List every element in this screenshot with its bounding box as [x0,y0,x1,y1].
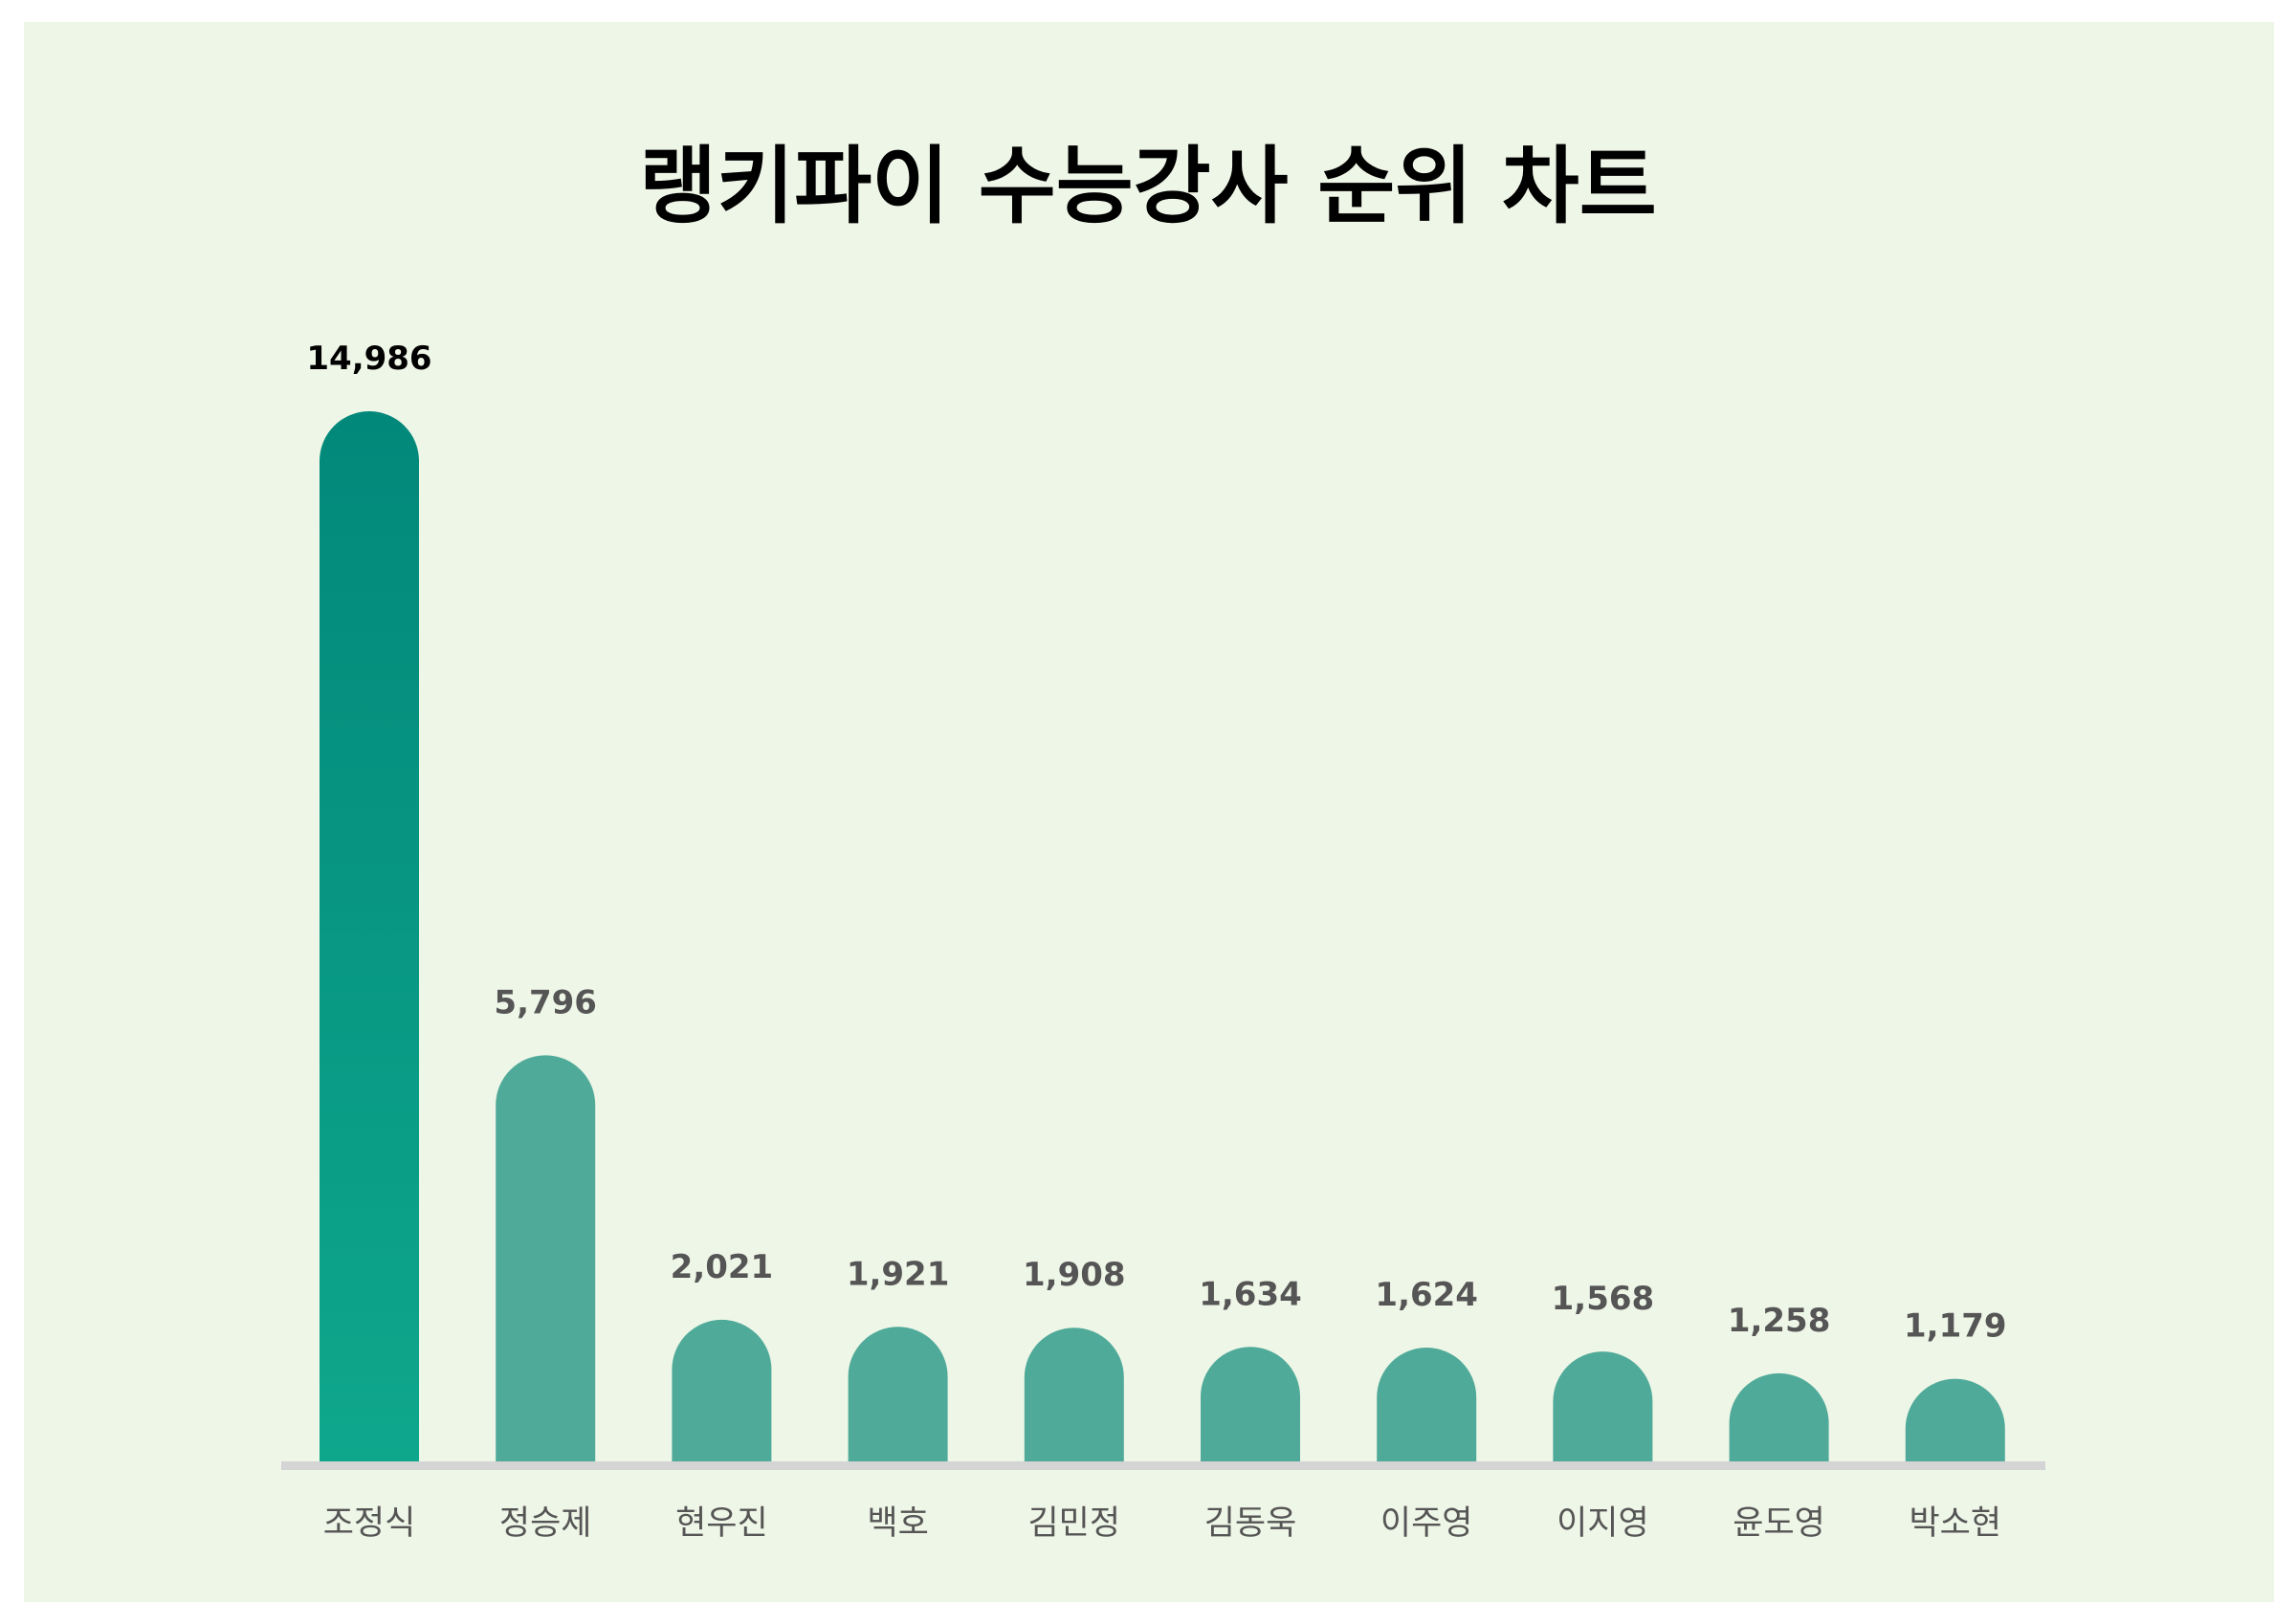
category-label: 정승제 [499,1504,592,1543]
bar-백호 [848,1327,948,1461]
value-label: 1,258 [1728,1302,1831,1340]
category-label: 조정식 [323,1504,416,1543]
category-label: 윤도영 [1733,1504,1825,1543]
value-label: 1,908 [1023,1256,1126,1294]
value-label: 5,796 [494,983,597,1021]
category-labels-group: 조정식 정승제 현우진 백호 김민정 김동욱 이주영 이지영 윤도영 박소현 [323,1504,2001,1543]
category-label: 백호 [867,1504,928,1543]
bar-윤도영 [1729,1372,1829,1461]
value-label: 1,179 [1904,1307,2007,1346]
category-label: 이지영 [1556,1504,1649,1543]
x-axis-baseline [281,1461,2045,1470]
bars-group [320,411,2005,1461]
value-label: 1,921 [847,1255,950,1293]
bar-정승제 [496,1055,596,1461]
bar-김동욱 [1201,1347,1300,1461]
category-label: 김민정 [1027,1504,1120,1543]
bar-이지영 [1553,1351,1653,1461]
category-label: 박소현 [1909,1504,2001,1543]
chart-title: 랭키파이 수능강사 순위 차트 [639,137,1657,235]
category-label: 이주영 [1380,1504,1473,1543]
category-label: 현우진 [675,1504,768,1543]
bar-박소현 [1905,1378,2005,1461]
bar-현우진 [672,1319,772,1461]
value-label: 1,568 [1552,1280,1655,1318]
bar-조정식 [320,411,419,1461]
value-label: 1,624 [1375,1276,1478,1314]
bar-이주영 [1377,1348,1477,1461]
value-labels-group: 14,986 5,796 2,021 1,921 1,908 1,634 1,624 1,56… [306,340,2006,1346]
value-label: 1,634 [1199,1275,1302,1313]
category-label: 김동욱 [1204,1504,1297,1543]
value-label: 2,021 [671,1248,774,1286]
value-label: 14,986 [306,340,431,378]
bar-김민정 [1024,1328,1124,1461]
